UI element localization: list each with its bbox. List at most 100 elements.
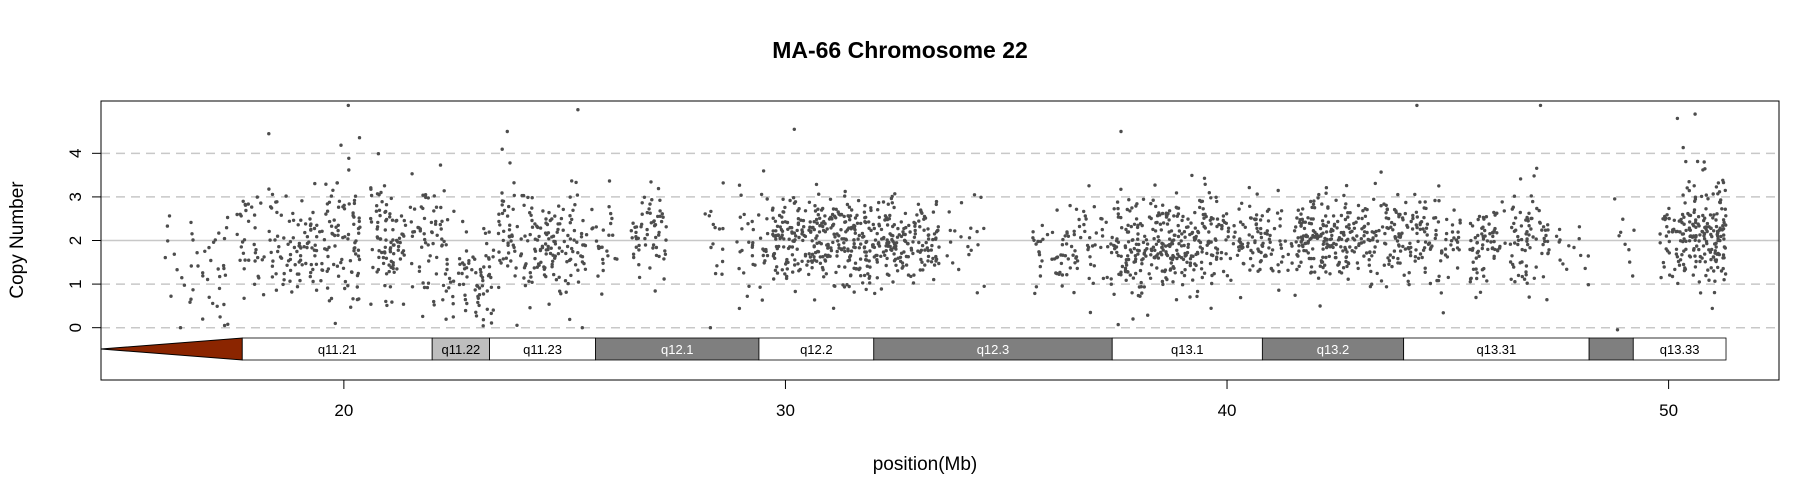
data-point [348,259,353,263]
data-point [1702,160,1706,164]
data-point [1322,239,1326,244]
data-point [1268,240,1272,244]
data-point [465,301,469,306]
data-point [1577,225,1582,229]
data-point [890,201,894,205]
data-point [463,297,468,302]
y-tick-label: 2 [66,236,85,245]
data-point [1491,234,1495,239]
data-point [1557,227,1562,232]
data-point [1346,261,1351,266]
data-point [1211,217,1215,221]
data-point [1702,232,1707,236]
data-point [445,218,450,222]
data-point [215,304,219,308]
data-point [662,257,666,261]
data-point [297,241,302,246]
data-point [1283,239,1288,243]
data-point [1279,246,1284,250]
data-point [838,213,842,217]
data-point [320,268,324,272]
data-point [713,225,717,230]
data-point [832,232,836,236]
data-point [1294,225,1298,229]
data-point [553,214,557,218]
data-point [775,224,780,228]
data-point [969,248,973,252]
data-point [217,286,222,291]
cytoband [1632,337,1727,361]
data-point [288,252,293,257]
data-point [1189,254,1194,258]
data-point [843,249,847,253]
data-point [1440,250,1444,254]
data-point [711,222,715,227]
data-point [288,279,292,283]
data-point [601,257,605,262]
data-point [558,289,562,293]
data-point [182,283,187,287]
data-point [482,265,486,269]
data-point [169,294,173,298]
data-point [418,229,422,233]
data-point [443,272,448,276]
data-point [506,264,510,268]
data-point [911,240,915,244]
data-point [544,248,548,252]
data-point [1140,258,1144,262]
data-point [505,129,509,134]
data-point [1458,218,1462,222]
x-tick-label: 40 [1218,401,1237,420]
data-point [320,261,324,266]
data-point [745,294,749,298]
data-point [1355,261,1360,265]
data-point [803,252,808,257]
data-point [288,257,293,262]
data-point [1527,211,1531,215]
data-point [311,210,315,215]
data-point [1476,217,1480,222]
data-point [1708,213,1713,217]
data-point [951,261,955,265]
data-point [1716,265,1720,270]
data-point [275,210,279,215]
data-point [434,219,438,224]
data-point [1201,207,1205,211]
data-point [319,279,323,283]
data-point [1408,250,1413,254]
data-point [444,289,448,293]
data-point [461,282,466,286]
data-point [1524,273,1528,277]
data-point [1032,238,1036,242]
data-point [1299,240,1303,244]
data-point [1524,270,1528,274]
data-point [1064,242,1069,246]
data-point [1109,282,1114,286]
data-point [899,220,903,224]
data-point [1224,212,1229,216]
data-point [1198,198,1202,203]
data-point [1390,264,1394,269]
data-point [1692,248,1696,252]
data-point [664,225,668,229]
data-point [500,147,504,151]
data-point [839,228,843,232]
data-point [1385,207,1390,211]
data-point [869,208,873,213]
data-point [305,235,310,239]
data-point [238,258,242,262]
data-point [356,248,361,252]
data-point [1312,256,1316,261]
data-point [369,193,374,198]
data-point [1384,285,1389,289]
data-point [530,280,534,284]
chart-title: MA-66 Chromosome 22 [772,37,1028,63]
data-point [1333,251,1338,255]
data-point [832,284,836,288]
data-point [1324,270,1328,274]
data-point [1540,251,1544,256]
data-point [648,266,652,270]
data-point [1478,290,1483,294]
data-point [859,221,863,226]
data-point [497,250,501,254]
